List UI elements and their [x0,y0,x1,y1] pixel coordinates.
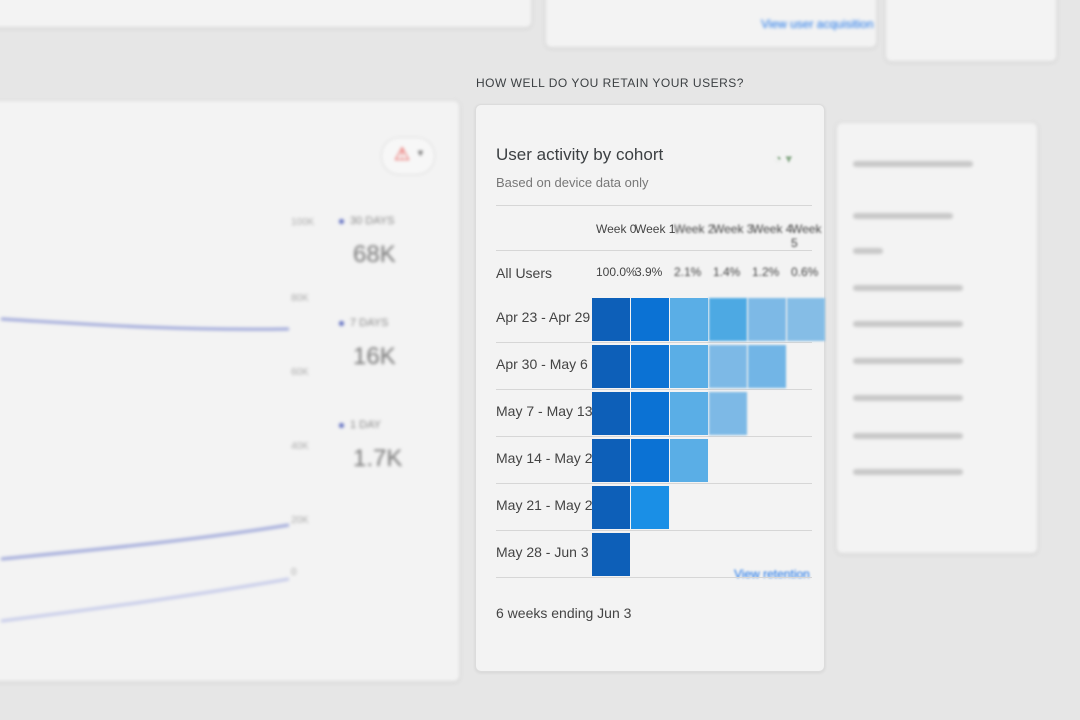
cohort-label: May 28 - Jun 3 [496,544,589,560]
cohort-cell[interactable] [592,439,630,482]
section-heading: HOW WELL DO YOU RETAIN YOUR USERS? [476,76,744,90]
cohort-cell[interactable] [787,298,825,341]
all-users-value: 2.1% [674,265,702,279]
cohort-cell[interactable] [748,345,786,388]
card-title: User activity by cohort [496,145,664,164]
cohort-label: May 7 - May 13 [496,403,593,419]
users-line-chart [0,317,290,623]
date-range-footer: 6 weeks ending Jun 3 [496,605,632,621]
cohort-cell[interactable] [592,533,630,576]
all-users-value: 0.6% [791,265,819,279]
cohort-label: Apr 23 - Apr 29 [496,309,591,325]
cohort-cell[interactable] [631,298,669,341]
axis-tick: 20K [291,515,309,526]
compare-button[interactable]: ◔ ▾ [774,151,792,166]
top-card [885,0,1057,62]
cohort-cell[interactable] [670,345,708,388]
cohort-cell[interactable] [592,298,630,341]
week-header: Week 5 [791,222,822,250]
cohort-label: May 21 - May 27 [496,497,601,513]
cohort-cell[interactable] [631,392,669,435]
all-users-value: 100.0% [596,265,637,279]
card-subtitle: Based on device data only [496,175,649,190]
stat-30-days: 68K [353,241,396,268]
week-header: Week 1 [635,222,676,236]
cohort-cell[interactable] [631,345,669,388]
cohort-card: User activity by cohort Based on device … [475,104,825,672]
all-users-label: All Users [496,265,553,281]
legend-1-day: 1 DAY [339,419,381,431]
cohort-cell[interactable] [592,486,630,529]
week-header: Week 2 [674,222,715,236]
week-header: Week 4 [752,222,793,236]
axis-tick: 80K [291,293,309,304]
alert-button[interactable]: ⚠ ▼ [381,137,435,175]
all-users-value: 1.4% [713,265,741,279]
cohort-cell[interactable] [709,392,747,435]
cohort-cell[interactable] [592,392,630,435]
series-7-days [0,523,290,561]
top-card: View user acquisition [545,0,877,48]
view-user-acquisition-link[interactable]: View user acquisition [761,17,874,31]
side-card [836,122,1038,554]
cohort-cell[interactable] [670,439,708,482]
series-30-days [0,317,290,331]
legend-7-days: 7 DAYS [339,317,388,329]
legend-30-days: 30 DAYS [339,215,394,227]
cohort-cell[interactable] [709,298,747,341]
warning-triangle-icon: ⚠ [394,144,411,164]
cohort-label: May 14 - May 20 [496,450,601,466]
axis-tick: 0 [291,567,297,578]
cohort-cell[interactable] [592,345,630,388]
cohort-cell[interactable] [631,486,669,529]
cohort-cell[interactable] [631,439,669,482]
cohort-label: Apr 30 - May 6 [496,356,588,372]
series-1-day [0,577,290,623]
cohort-cell[interactable] [670,298,708,341]
stat-1-day: 1.7K [353,445,403,472]
stat-7-days: 16K [353,343,396,370]
axis-tick: 100K [291,217,315,228]
users-overview-card: ⚠ ▼ 100K 80K 60K 40K 20K 0 30 DAYS 68K 7… [0,100,460,682]
axis-tick: 40K [291,441,309,452]
week-header: Week 3 [713,222,754,236]
cohort-cell[interactable] [709,345,747,388]
week-header: Week 0 [596,222,637,236]
cohort-cell[interactable] [748,298,786,341]
cohort-cell[interactable] [670,392,708,435]
chevron-down-icon: ▼ [416,148,425,158]
top-card [0,0,532,28]
axis-tick: 60K [291,367,309,378]
all-users-value: 3.9% [635,265,663,279]
view-retention-link[interactable]: View retention [734,567,810,581]
all-users-value: 1.2% [752,265,780,279]
